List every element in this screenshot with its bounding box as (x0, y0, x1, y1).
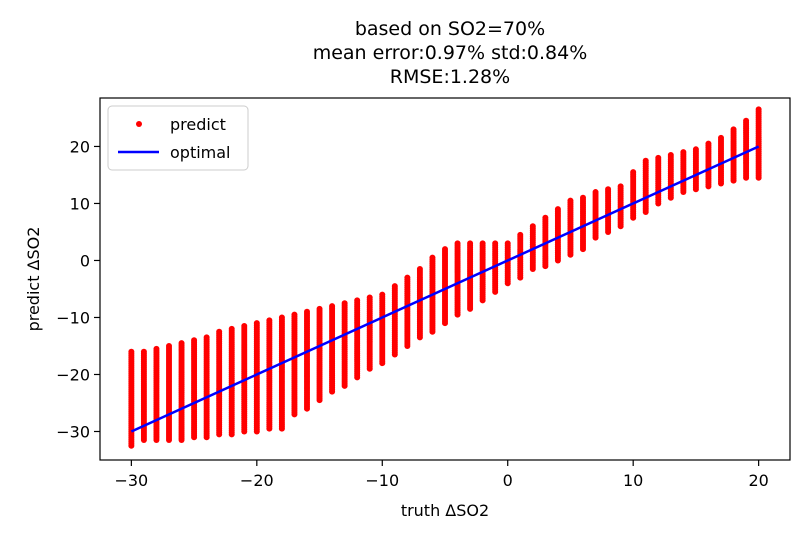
predict-point (379, 291, 386, 298)
predict-point (442, 246, 448, 253)
chart-title: based on SO2=70% mean error:0.97% std:0.… (313, 18, 588, 88)
predict-point (592, 189, 599, 196)
predict-point (391, 283, 398, 290)
predict-point (191, 337, 198, 344)
chart-title-line-2: mean error:0.97% std:0.84% (313, 42, 588, 64)
chart-title-line-3: RMSE:1.28% (390, 66, 510, 88)
x-tick-label: −30 (114, 471, 148, 490)
predict-point (153, 345, 160, 352)
predict-point (128, 348, 135, 355)
optimal-line-layer (130, 145, 760, 433)
predict-point (542, 214, 549, 221)
predict-point (504, 240, 511, 247)
predict-point (743, 117, 750, 124)
x-tick-label: −10 (365, 471, 399, 490)
predict-point (203, 334, 210, 341)
y-axis-ticks: −30 −20 −10 0 10 20 (56, 137, 100, 441)
predict-point (291, 311, 298, 318)
predict-point (454, 240, 461, 247)
predict-point (178, 340, 185, 347)
chart-title-line-1: based on SO2=70% (355, 18, 545, 40)
plot-frame (99, 97, 791, 461)
predict-point (642, 157, 649, 164)
predict-point (492, 240, 499, 247)
predict-point (755, 106, 762, 113)
predict-point (341, 300, 348, 307)
predict-point (730, 126, 737, 133)
predict-point (554, 206, 561, 213)
predict-point (278, 314, 285, 321)
predict-point (216, 328, 223, 335)
predict-point (266, 317, 273, 324)
x-tick-label: −20 (240, 471, 274, 490)
legend-predict-marker (136, 121, 142, 127)
predict-point (429, 254, 436, 261)
predict-point (140, 348, 147, 355)
legend-optimal-label: optimal (170, 143, 231, 162)
predict-point (605, 186, 612, 193)
predict-point (228, 325, 235, 332)
predict-point (404, 274, 411, 281)
x-axis-label: truth ΔSO2 (401, 501, 489, 520)
x-axis-ticks: −30 −20 −10 0 10 20 (114, 460, 769, 490)
predict-point (692, 146, 699, 153)
predict-point (241, 323, 248, 330)
predict-point (580, 194, 586, 201)
predict-point (329, 303, 336, 310)
predict-point (366, 294, 373, 301)
predict-point (630, 169, 637, 176)
predict-point (354, 297, 361, 304)
predict-point (667, 152, 674, 159)
predict-point (517, 231, 524, 238)
y-tick-label: −10 (56, 308, 90, 327)
y-axis-label: predict ΔSO2 (24, 227, 43, 332)
y-tick-label: −30 (56, 422, 90, 441)
predict-point (529, 223, 536, 230)
y-tick-label: 20 (70, 137, 90, 156)
predict-point (680, 149, 687, 156)
y-tick-label: 10 (70, 194, 90, 213)
predict-point (253, 320, 260, 327)
predict-point (416, 266, 423, 273)
legend: predict optimal (107, 105, 249, 171)
x-tick-label: 10 (623, 471, 643, 490)
predict-point (567, 197, 574, 204)
legend-predict-label: predict (170, 115, 226, 134)
predict-point (467, 240, 474, 247)
predict-point (166, 342, 172, 349)
y-tick-label: −20 (56, 365, 90, 384)
predict-point (304, 308, 310, 315)
predict-point (316, 305, 323, 312)
predict-point (718, 134, 724, 141)
predict-point (705, 140, 712, 147)
x-tick-label: 20 (748, 471, 768, 490)
y-tick-label: 0 (80, 251, 90, 270)
optimal-line (130, 145, 760, 433)
legend-box (107, 105, 249, 171)
predict-point (617, 183, 624, 190)
predict-point (655, 154, 662, 161)
predict-point (479, 240, 486, 247)
x-tick-label: 0 (503, 471, 513, 490)
